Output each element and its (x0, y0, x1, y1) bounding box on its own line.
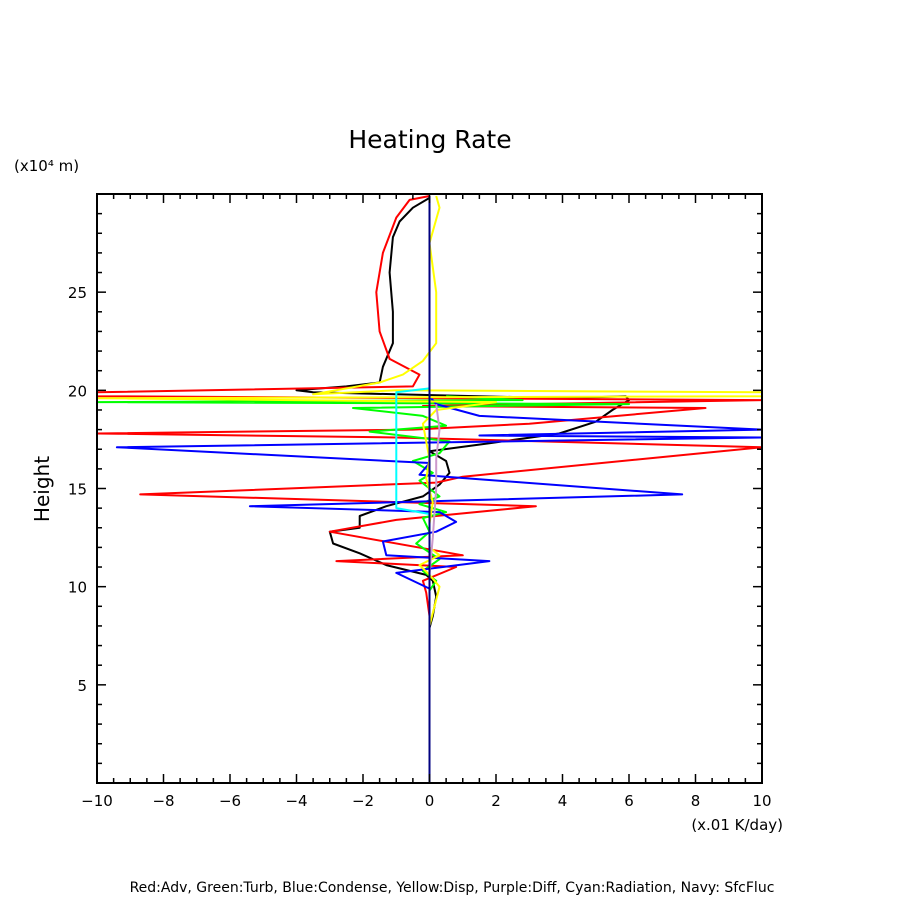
x-axis-label: (x.01 K/day) (691, 816, 783, 834)
y-tick-label: 10 (68, 579, 87, 597)
x-tick-label: 0 (425, 792, 435, 810)
x-tick-label: −6 (219, 792, 241, 810)
y-axis-label: Height (30, 456, 54, 522)
x-tick-label: −4 (285, 792, 307, 810)
plot-frame (96, 193, 763, 784)
x-tick-labels: −10 −8 −6 −4 −2 0 2 4 6 8 10 (81, 792, 771, 810)
chart-title: Heating Rate (348, 125, 511, 154)
y-axis-unit: (x10⁴ m) (14, 157, 79, 175)
y-tick-label: 5 (77, 677, 87, 695)
x-tick-label: 10 (752, 792, 771, 810)
y-tick-label: 15 (68, 481, 87, 499)
x-tick-label: 8 (691, 792, 701, 810)
series-line-adv (96, 195, 763, 617)
x-tick-label: 6 (624, 792, 634, 810)
x-tick-label: −8 (152, 792, 174, 810)
series-layer (96, 195, 763, 783)
y-tick-label: 25 (68, 284, 87, 302)
x-tick-label: −10 (81, 792, 113, 810)
x-tick-label: 2 (491, 792, 501, 810)
series-line-radiation (395, 387, 430, 515)
legend-text: Red:Adv, Green:Turb, Blue:Condense, Yell… (130, 880, 775, 896)
series-line-diff (428, 403, 441, 573)
series-line-disp (96, 195, 763, 627)
x-tick-label: 4 (558, 792, 568, 810)
x-tick-label: −2 (352, 792, 374, 810)
y-tick-label: 20 (68, 382, 87, 400)
series-line-total (295, 197, 630, 629)
y-tick-labels: 5 10 15 20 25 (68, 284, 87, 695)
